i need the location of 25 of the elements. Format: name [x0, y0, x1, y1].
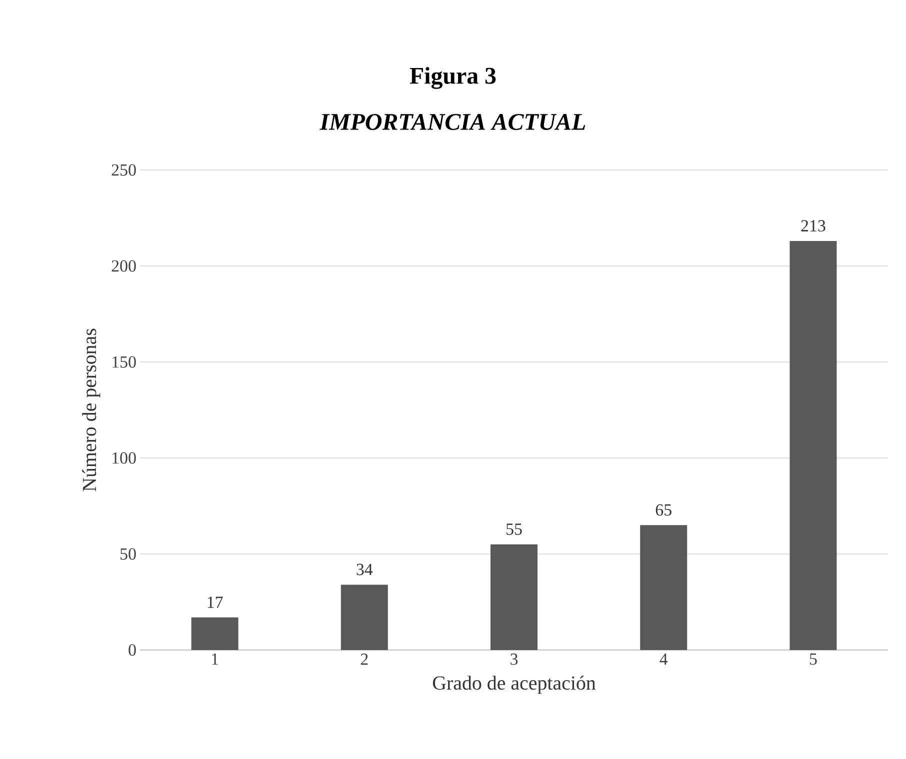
bar: [340, 584, 388, 650]
chart-title: Figura 3: [410, 67, 496, 89]
x-tick-label: 2: [360, 654, 368, 665]
x-tick-label: 3: [510, 654, 518, 665]
data-label: 34: [356, 564, 373, 576]
y-tick-label: 150: [112, 356, 136, 368]
x-tick-label: 4: [660, 654, 668, 665]
y-tick-label: 250: [112, 164, 136, 176]
x-tick-label: 5: [810, 654, 817, 665]
bar: [640, 525, 688, 650]
bar: [490, 544, 538, 650]
y-tick-label: 50: [120, 548, 136, 560]
x-tick-label: 1: [212, 654, 218, 665]
y-tick-label: 0: [128, 644, 136, 656]
data-label: 213: [801, 220, 826, 232]
y-tick-label: 200: [112, 260, 136, 272]
bar: [790, 241, 837, 650]
y-axis-title: Número de personas: [82, 328, 100, 492]
chart-subtitle: IMPORTANCIA ACTUAL: [320, 114, 586, 130]
bar: [191, 617, 238, 650]
data-label: 55: [506, 524, 522, 535]
data-label: 17: [208, 596, 223, 608]
data-label: 65: [656, 504, 672, 516]
x-axis-title: Grado de aceptación: [432, 676, 596, 694]
y-tick-label: 100: [112, 452, 136, 464]
